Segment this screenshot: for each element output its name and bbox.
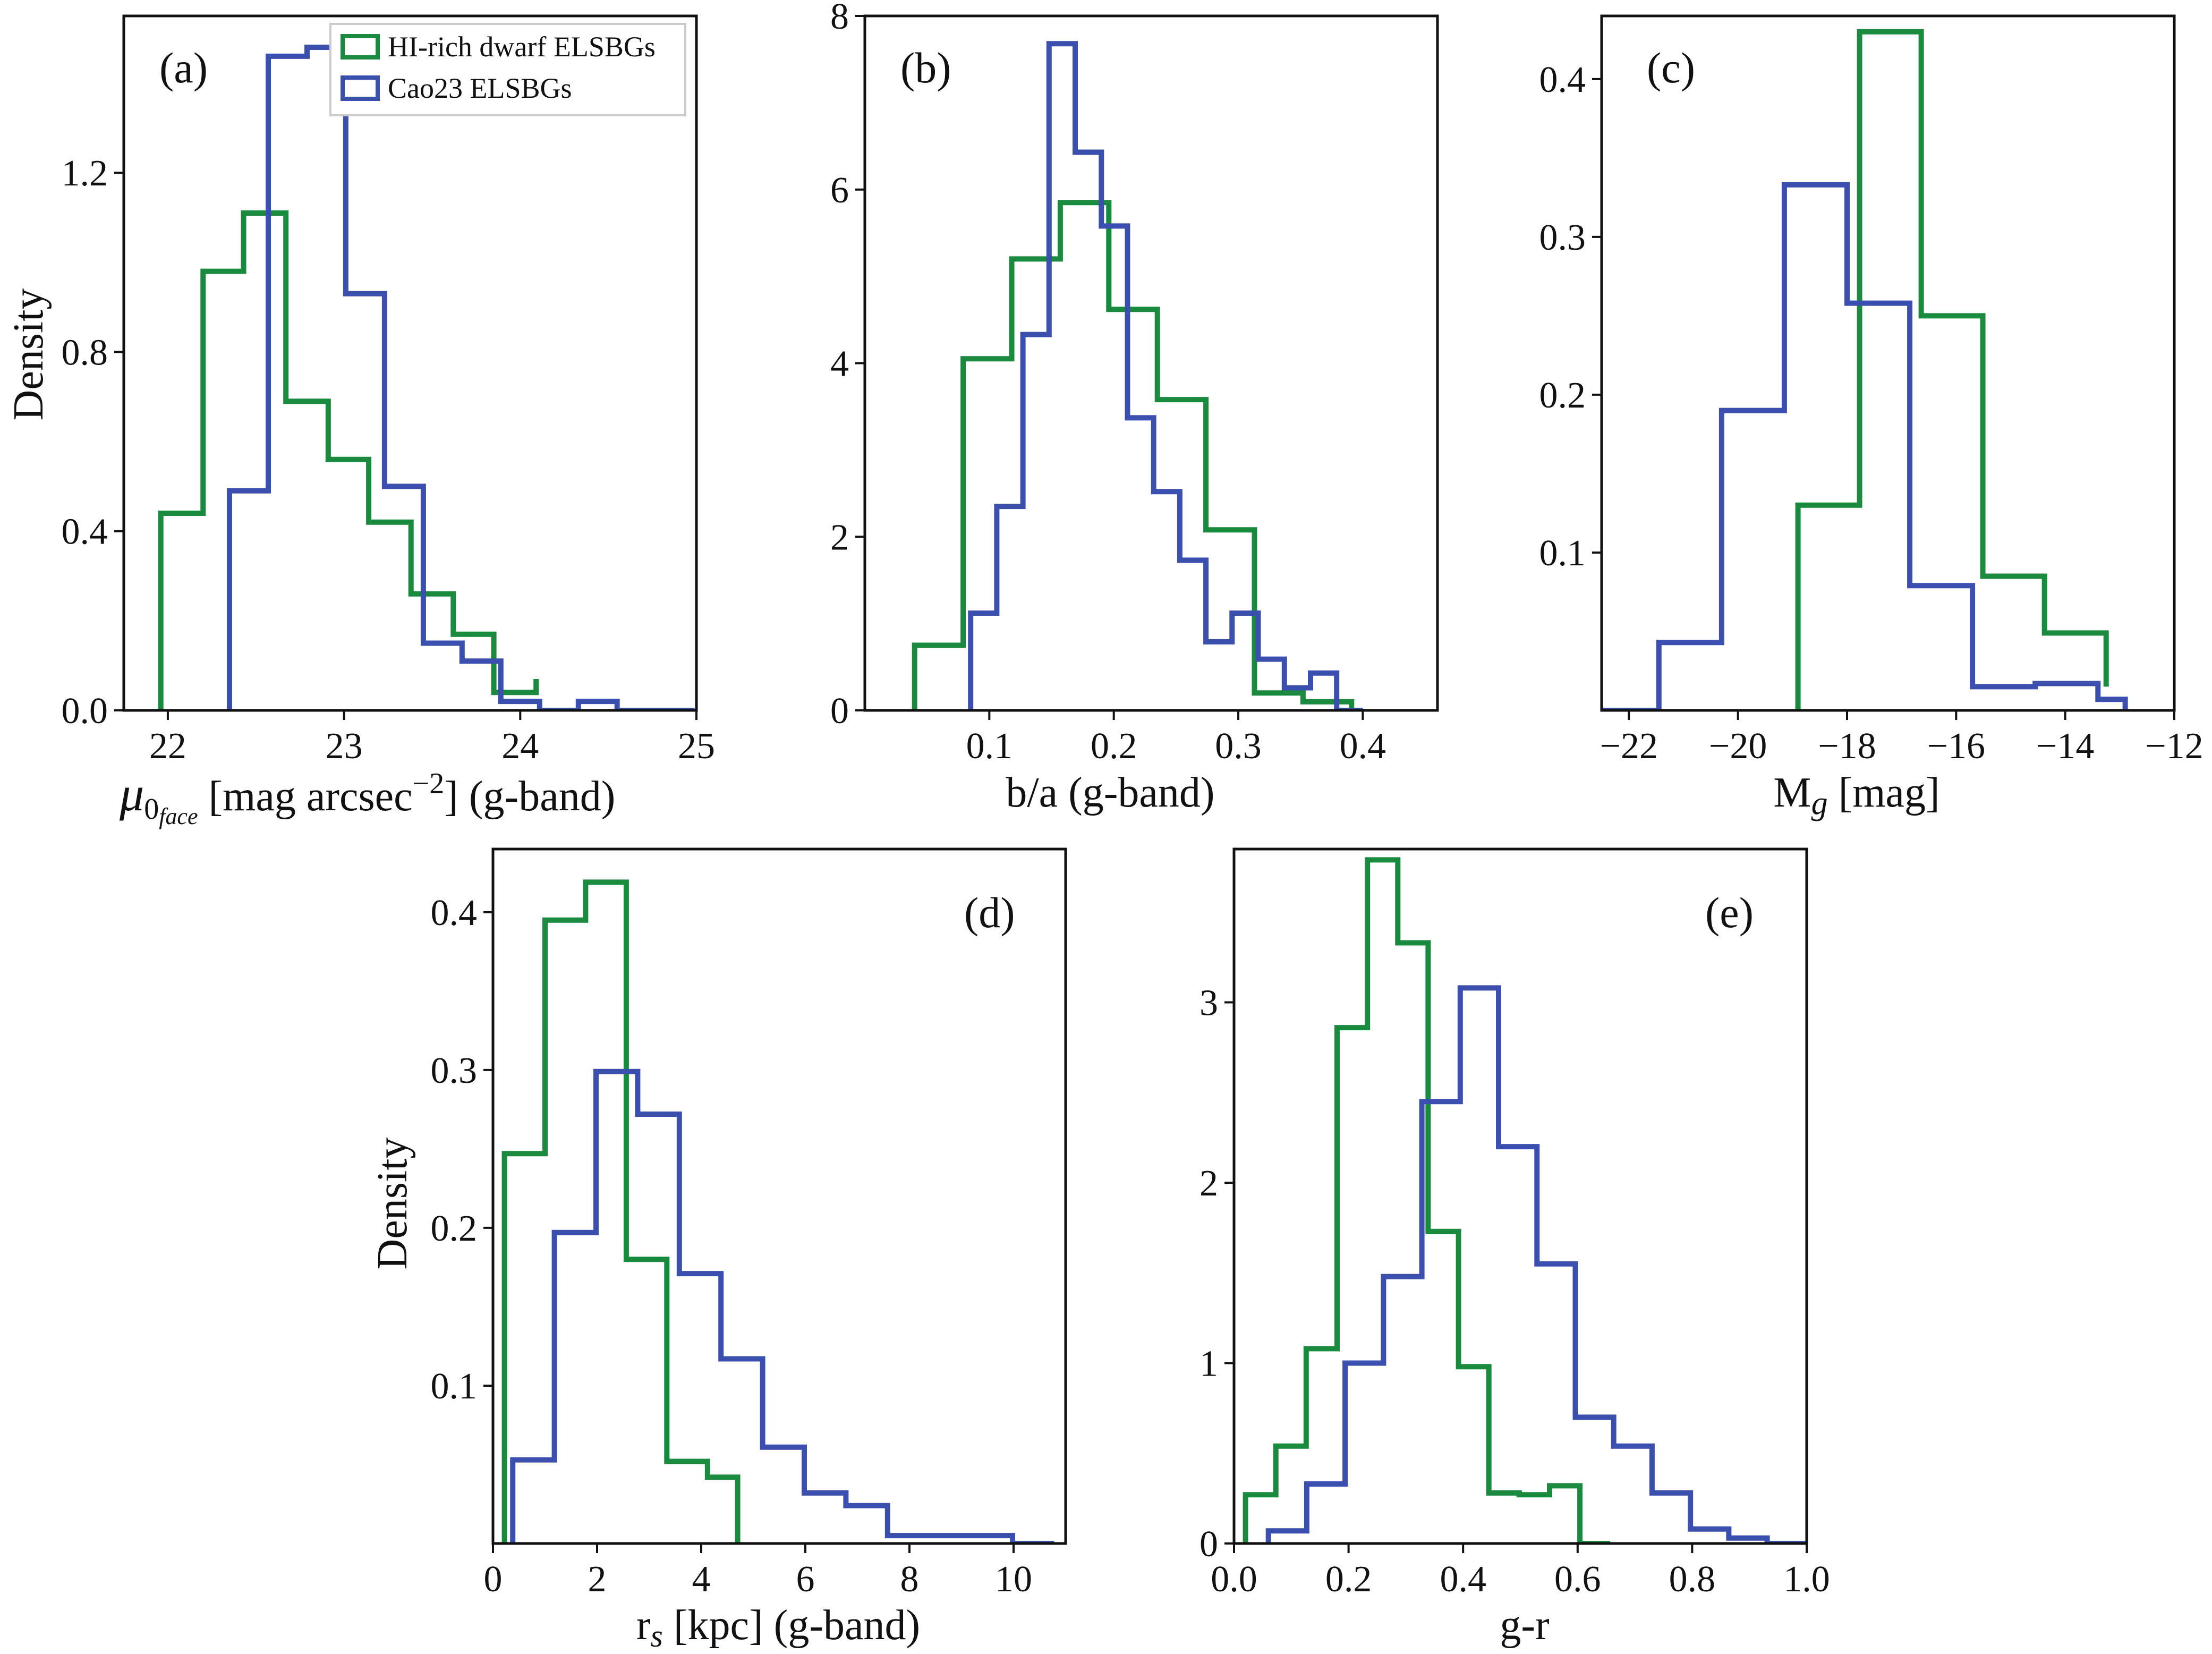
y-tick-label: 3 xyxy=(1199,983,1218,1024)
panel-0-series-group xyxy=(158,45,695,710)
x-tick-label: −18 xyxy=(1818,726,1876,767)
x-tick-label: 0.8 xyxy=(1669,1559,1716,1600)
x-tick-label: 0.3 xyxy=(1215,726,1262,767)
panel-c: Mg [mag] −22 −20 −18 −16 −14 −12 0.1 0.2 0.3 0.4 (… xyxy=(1539,14,2204,821)
histogram-hi-rich-dwarf-4 xyxy=(1243,857,1611,1543)
panel-4-series-group xyxy=(1243,857,1806,1543)
panel-b-tag: (b) xyxy=(900,44,951,92)
y-tick-label: 4 xyxy=(830,344,849,385)
panel-e-tag: (e) xyxy=(1705,888,1754,937)
y-tick-label: 8 xyxy=(830,0,849,37)
x-tick-label: 8 xyxy=(900,1559,919,1600)
x-tick-label: 25 xyxy=(678,726,715,767)
panel-b: b/a (g-band) 0.1 0.2 0.3 0.4 0 2 4 6 8 (b) xyxy=(830,0,1439,816)
panel-4-axes-frame xyxy=(1232,847,1808,1545)
x-tick-label: 4 xyxy=(692,1559,711,1600)
x-tick-label: 0.1 xyxy=(966,726,1013,767)
x-tick-label: 0.6 xyxy=(1554,1559,1601,1600)
legend-box xyxy=(329,23,686,116)
histogram-cao23-1 xyxy=(968,41,1363,710)
y-tick-label: 0 xyxy=(830,691,849,732)
legend-swatch-hi-rich xyxy=(341,34,380,60)
panel-c-tag: (c) xyxy=(1647,44,1695,92)
y-tick-label: 2 xyxy=(830,517,849,558)
panel-d-x-axis-label: rs [kpc] (g-band) xyxy=(636,1602,920,1653)
x-tick-label: 6 xyxy=(796,1559,815,1600)
y-tick-label: 0.4 xyxy=(431,893,478,934)
y-tick-label: 0.2 xyxy=(1539,375,1586,416)
panel-2-axes-frame xyxy=(1600,14,2176,712)
panel-a-tag: (a) xyxy=(159,44,208,92)
x-tick-label: 24 xyxy=(501,726,539,767)
x-tick-label: 2 xyxy=(588,1559,607,1600)
panel-a-x-axis-label: μ0face [mag arcsec−2] (g-band) xyxy=(119,767,615,829)
x-tick-label: 1.0 xyxy=(1783,1559,1830,1600)
panel-d: rs [kpc] (g-band) Density 0 2 4 6 8 10 0.1 0.2 0… xyxy=(369,847,1067,1653)
y-tick-label: 0.3 xyxy=(1539,217,1586,258)
panel-e: g-r 0.0 0.2 0.4 0.6 0.8 1.0 0 1 2 3 (e) xyxy=(1199,847,1830,1649)
x-tick-label: 0.4 xyxy=(1340,726,1386,767)
y-tick-label: 0 xyxy=(1199,1524,1218,1565)
histogram-cao23-3 xyxy=(510,1068,1054,1543)
legend-swatch-cao23 xyxy=(341,75,380,101)
y-tick-label: 0.2 xyxy=(431,1208,478,1249)
histogram-hi-rich-dwarf-1 xyxy=(912,200,1355,710)
x-tick-label: 0.2 xyxy=(1325,1559,1372,1600)
panel-3-series-group xyxy=(501,879,1054,1543)
panel-c-x-axis-label: Mg [mag] xyxy=(1773,769,1939,821)
panel-2-series-group xyxy=(1602,29,2128,710)
x-tick-label: 0.0 xyxy=(1211,1559,1257,1600)
panel-0-axes-frame xyxy=(122,14,698,712)
y-tick-label: 0.1 xyxy=(431,1366,478,1407)
y-tick-label: 0.1 xyxy=(1539,533,1586,574)
x-tick-label: −20 xyxy=(1709,726,1767,767)
legend: HI-rich dwarf ELSBGs Cao23 ELSBGs xyxy=(329,23,686,116)
y-tick-label: 6 xyxy=(830,170,849,211)
x-tick-label: −12 xyxy=(2145,726,2203,767)
x-tick-label: −22 xyxy=(1600,726,1658,767)
x-tick-label: 22 xyxy=(149,726,186,767)
y-tick-label: 0.4 xyxy=(62,512,108,553)
x-tick-label: 10 xyxy=(995,1559,1032,1600)
x-tick-label: 0.4 xyxy=(1440,1559,1486,1600)
y-tick-label: 2 xyxy=(1199,1163,1218,1204)
legend-label-cao23: Cao23 ELSBGs xyxy=(388,72,572,104)
y-tick-label: 0.0 xyxy=(62,691,108,732)
panel-1-series-group xyxy=(912,41,1363,710)
x-tick-label: −14 xyxy=(2036,726,2094,767)
panel-a-y-axis-label: Density xyxy=(5,289,52,421)
histogram-cao23-2 xyxy=(1602,182,2128,710)
x-tick-label: 0 xyxy=(484,1559,503,1600)
legend-label-hi-rich: HI-rich dwarf ELSBGs xyxy=(388,31,656,63)
histogram-cao23-0 xyxy=(227,45,695,710)
panel-b-x-axis-label: b/a (g-band) xyxy=(1006,769,1214,816)
panel-d-y-axis-label: Density xyxy=(369,1138,416,1270)
histogram-cao23-4 xyxy=(1265,985,1806,1543)
panel-3-axes-frame xyxy=(491,847,1067,1545)
y-tick-label: 0.8 xyxy=(62,332,108,373)
x-tick-label: 23 xyxy=(326,726,363,767)
y-tick-label: 1.2 xyxy=(62,153,108,194)
panel-a: μ0face [mag arcsec−2] (g-band) Density 2… xyxy=(5,14,715,829)
histogram-hi-rich-dwarf-2 xyxy=(1795,29,2109,710)
y-tick-label: 0.4 xyxy=(1539,60,1586,100)
x-tick-label: −16 xyxy=(1927,726,1985,767)
x-tick-label: 0.2 xyxy=(1091,726,1137,767)
panel-d-tag: (d) xyxy=(964,888,1015,937)
panel-e-x-axis-label: g-r xyxy=(1500,1602,1549,1649)
y-tick-label: 0.3 xyxy=(431,1050,478,1091)
y-tick-label: 1 xyxy=(1199,1344,1218,1385)
histogram-hi-rich-dwarf-0 xyxy=(158,210,539,710)
